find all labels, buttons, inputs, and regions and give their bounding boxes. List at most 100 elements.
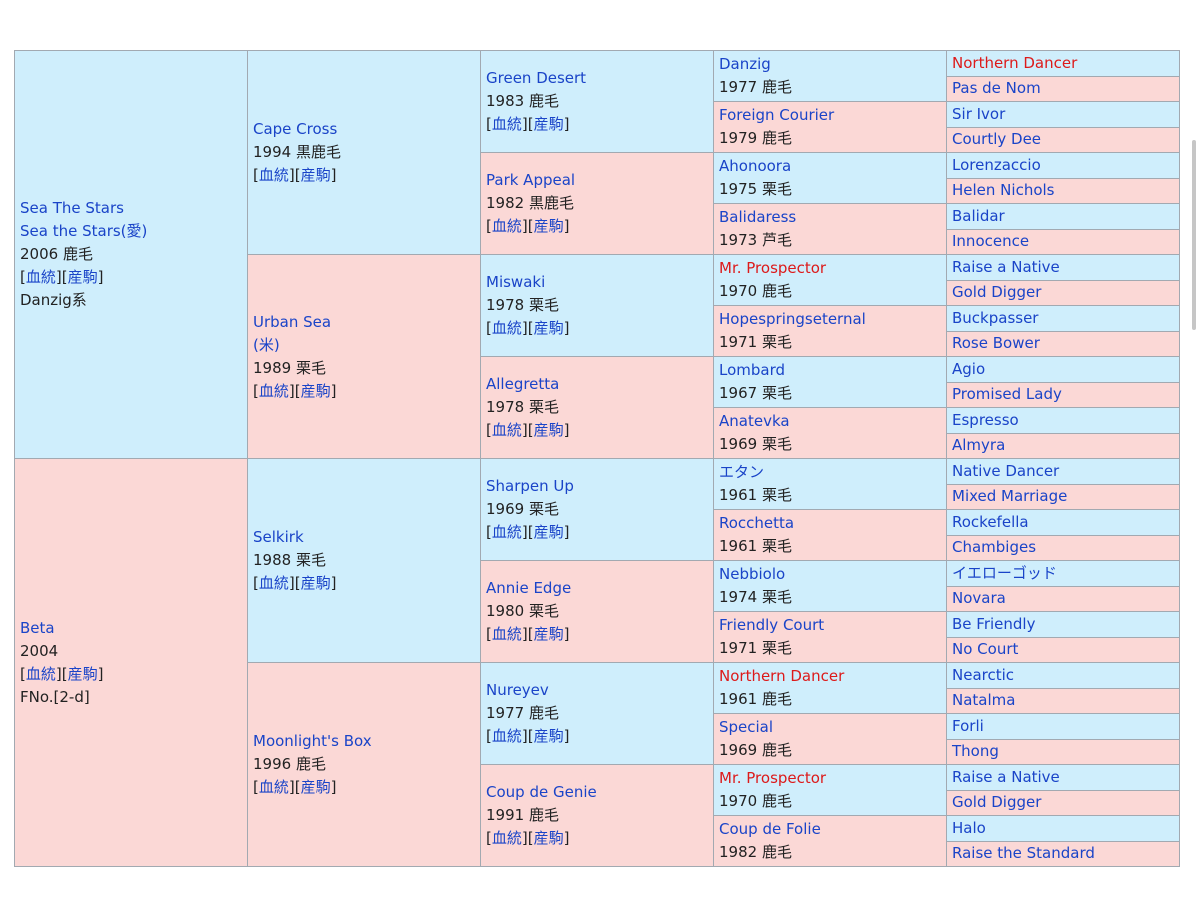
horse-name[interactable]: Raise the Standard bbox=[952, 844, 1095, 863]
pedigree-cell-g3: Allegretta 1978 栗毛 [血統][産駒] bbox=[480, 356, 714, 459]
horse-name[interactable]: Beta bbox=[20, 618, 55, 637]
horse-name[interactable]: Selkirk bbox=[253, 528, 304, 546]
horse-name[interactable]: Sharpen Up bbox=[486, 477, 574, 495]
horse-name[interactable]: Annie Edge bbox=[486, 579, 572, 597]
bloodline-link[interactable]: 血統 bbox=[491, 625, 522, 643]
horse-name[interactable]: Balidaress bbox=[719, 208, 797, 226]
horse-name[interactable]: Nebbiolo bbox=[719, 565, 786, 583]
offspring-link[interactable]: 産駒 bbox=[533, 625, 564, 643]
horse-name[interactable]: No Court bbox=[952, 640, 1019, 659]
offspring-link[interactable]: 産駒 bbox=[533, 727, 564, 745]
bloodline-link[interactable]: 血統 bbox=[258, 778, 289, 796]
offspring-link[interactable]: 産駒 bbox=[67, 664, 98, 683]
horse-name-suffix[interactable]: (米) bbox=[253, 335, 280, 354]
horse-name[interactable]: Buckpasser bbox=[952, 308, 1039, 327]
horse-name[interactable]: Be Friendly bbox=[952, 614, 1036, 633]
horse-name[interactable]: Helen Nichols bbox=[952, 181, 1055, 200]
scrollbar[interactable] bbox=[1192, 140, 1196, 330]
horse-name[interactable]: Danzig bbox=[719, 55, 771, 73]
horse-name[interactable]: Park Appeal bbox=[486, 171, 576, 189]
offspring-link[interactable]: 産駒 bbox=[300, 381, 331, 400]
horse-name[interactable]: Nearctic bbox=[952, 665, 1015, 684]
horse-name[interactable]: Raise a Native bbox=[952, 767, 1060, 786]
horse-name[interactable]: Moonlight's Box bbox=[253, 732, 372, 750]
horse-name[interactable]: Gold Digger bbox=[952, 793, 1042, 812]
horse-name[interactable]: Hopespringseternal bbox=[719, 310, 866, 328]
bloodline-link[interactable]: 血統 bbox=[491, 727, 522, 745]
offspring-link[interactable]: 産駒 bbox=[533, 217, 564, 235]
horse-name[interactable]: Almyra bbox=[952, 436, 1006, 455]
pedigree-cell-g4: Nebbiolo 1974 栗毛 bbox=[713, 560, 947, 612]
horse-name[interactable]: Lorenzaccio bbox=[952, 155, 1041, 174]
bloodline-link[interactable]: 血統 bbox=[491, 319, 522, 337]
horse-name[interactable]: Rockefella bbox=[952, 512, 1029, 531]
horse-name[interactable]: Sir Ivor bbox=[952, 104, 1006, 123]
horse-name[interactable]: Halo bbox=[952, 818, 986, 837]
horse-name[interactable]: Coup de Folie bbox=[719, 820, 821, 838]
horse-name[interactable]: Mr. Prospector bbox=[719, 259, 827, 277]
horse-name[interactable]: Foreign Courier bbox=[719, 106, 835, 124]
horse-name[interactable]: Anatevka bbox=[719, 412, 790, 430]
horse-name[interactable]: Friendly Court bbox=[719, 616, 825, 634]
horse-name[interactable]: Courtly Dee bbox=[952, 130, 1042, 149]
horse-name[interactable]: Raise a Native bbox=[952, 257, 1060, 276]
horse-name[interactable]: Natalma bbox=[952, 691, 1016, 710]
horse-name[interactable]: Balidar bbox=[952, 206, 1005, 225]
horse-name[interactable]: Northern Dancer bbox=[719, 667, 845, 685]
horse-name[interactable]: Special bbox=[719, 718, 774, 736]
horse-name[interactable]: イエローゴッド bbox=[952, 563, 1057, 582]
bloodline-link[interactable]: 血統 bbox=[25, 664, 56, 683]
bloodline-link[interactable]: 血統 bbox=[491, 421, 522, 439]
pedigree-cell-g2: Moonlight's Box 1996 鹿毛 [血統][産駒] bbox=[247, 662, 481, 867]
horse-alt-name[interactable]: Sea the Stars(愛) bbox=[20, 222, 148, 240]
horse-name[interactable]: Sea The Stars bbox=[20, 199, 124, 217]
horse-name[interactable]: Coup de Genie bbox=[486, 783, 597, 801]
offspring-link[interactable]: 産駒 bbox=[533, 115, 564, 133]
offspring-link[interactable]: 産駒 bbox=[533, 829, 564, 847]
bloodline-link[interactable]: 血統 bbox=[491, 115, 522, 133]
offspring-link[interactable]: 産駒 bbox=[67, 268, 98, 286]
bloodline-link[interactable]: 血統 bbox=[25, 268, 56, 286]
horse-name[interactable]: Rocchetta bbox=[719, 514, 795, 532]
horse-name[interactable]: Agio bbox=[952, 359, 986, 378]
horse-name[interactable]: Espresso bbox=[952, 410, 1019, 429]
horse-name[interactable]: Promised Lady bbox=[952, 385, 1062, 404]
horse-name[interactable]: Miswaki bbox=[486, 273, 546, 291]
horse-name[interactable]: Northern Dancer bbox=[952, 53, 1078, 72]
offspring-link[interactable]: 産駒 bbox=[533, 523, 564, 541]
pedigree-cell-g5: Mixed Marriage bbox=[946, 483, 1180, 510]
horse-name[interactable]: Gold Digger bbox=[952, 283, 1042, 302]
horse-name[interactable]: Nureyev bbox=[486, 681, 549, 699]
horse-name[interactable]: Forli bbox=[952, 716, 984, 735]
bloodline-link[interactable]: 血統 bbox=[258, 574, 289, 592]
horse-name[interactable]: Mixed Marriage bbox=[952, 487, 1068, 506]
horse-name[interactable]: Thong bbox=[952, 742, 999, 761]
horse-name[interactable]: Innocence bbox=[952, 232, 1030, 251]
horse-name[interactable]: Urban Sea bbox=[253, 312, 332, 331]
horse-info: 1971 栗毛 bbox=[719, 333, 792, 351]
bloodline-link[interactable]: 血統 bbox=[258, 381, 289, 400]
bloodline-link[interactable]: 血統 bbox=[491, 217, 522, 235]
horse-name[interactable]: Native Dancer bbox=[952, 461, 1060, 480]
bloodline-link[interactable]: 血統 bbox=[491, 523, 522, 541]
horse-name[interactable]: Novara bbox=[952, 589, 1006, 608]
horse-name[interactable]: Allegretta bbox=[486, 375, 560, 393]
bloodline-link[interactable]: 血統 bbox=[258, 166, 289, 184]
bloodline-link[interactable]: 血統 bbox=[491, 829, 522, 847]
horse-name[interactable]: Rose Bower bbox=[952, 334, 1040, 353]
horse-name[interactable]: Ahonoora bbox=[719, 157, 792, 175]
offspring-link[interactable]: 産駒 bbox=[533, 319, 564, 337]
offspring-link[interactable]: 産駒 bbox=[300, 166, 331, 184]
horse-name[interactable]: Green Desert bbox=[486, 69, 587, 87]
horse-name[interactable]: エタン bbox=[719, 463, 765, 481]
horse-name[interactable]: Lombard bbox=[719, 361, 786, 379]
horse-name[interactable]: Pas de Nom bbox=[952, 79, 1041, 98]
horse-name[interactable]: Mr. Prospector bbox=[719, 769, 827, 787]
horse-info: 1991 鹿毛 bbox=[486, 806, 559, 824]
horse-name[interactable]: Cape Cross bbox=[253, 120, 338, 138]
offspring-link[interactable]: 産駒 bbox=[533, 421, 564, 439]
horse-name[interactable]: Chambiges bbox=[952, 538, 1037, 557]
offspring-link[interactable]: 産駒 bbox=[300, 778, 331, 796]
offspring-link[interactable]: 産駒 bbox=[300, 574, 331, 592]
pedigree-cell-g3: Sharpen Up 1969 栗毛 [血統][産駒] bbox=[480, 458, 714, 561]
